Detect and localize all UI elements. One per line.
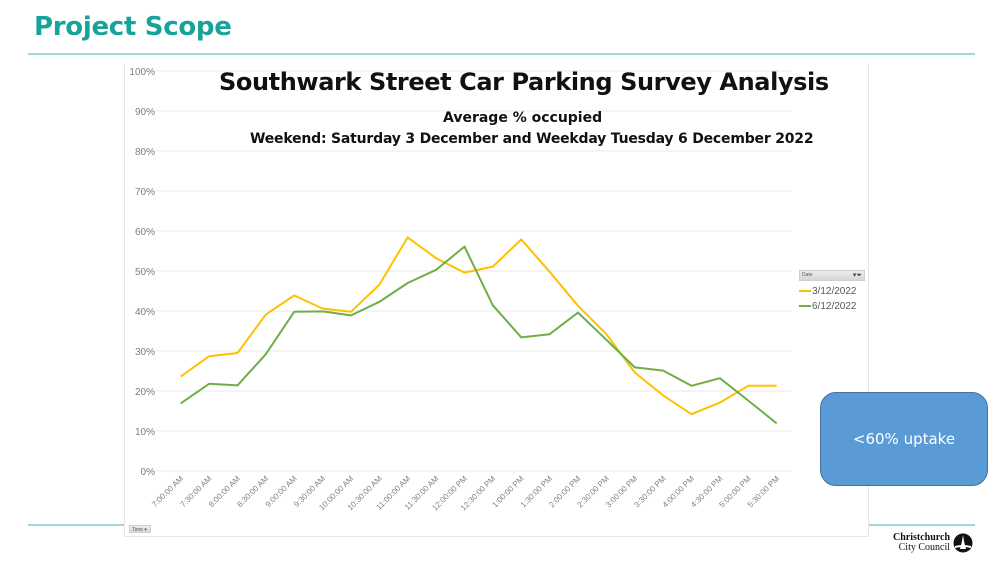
y-tick-label: 60% [135,227,155,238]
y-tick-label: 20% [135,387,155,398]
y-tick-label: 10% [135,427,155,438]
y-tick-label: 50% [135,267,155,278]
y-tick-label: 90% [135,107,155,118]
series-line-6-12-2022 [180,245,778,425]
y-tick-label: 30% [135,347,155,358]
chart-subtitle: Average % occupied [443,110,603,126]
footer-rule-left [28,524,124,526]
logo-text: Christchurch City Council [893,533,950,553]
y-tick-label: 70% [135,187,155,198]
y-tick-label: 40% [135,307,155,318]
logo-line1: Christchurch [893,532,951,543]
header-rule [28,53,975,55]
series-line-3-12-2022 [180,236,777,416]
legend-label: 6/12/2022 [812,300,857,312]
date-field-button[interactable]: Date ▾⏷ [799,270,865,281]
x-axis-ticks: 7:00:00 AM7:30:00 AM8:00:00 AM8:30:00 AM… [150,474,781,513]
gridlines [140,70,791,472]
logo-line2: City Council [898,542,951,553]
series-lines [180,236,778,425]
chevron-down-icon: ▾ [144,527,147,533]
legend-item-3-12-2022: 3/12/2022 [799,285,865,297]
chart-panel [124,63,869,537]
y-tick-label: 80% [135,147,155,158]
legend-swatch-green [799,305,811,307]
date-field-label: Date [802,272,813,278]
y-tick-label: 100% [129,67,155,78]
chart-legend: Date ▾⏷ 3/12/2022 6/12/2022 [799,270,865,312]
time-field-button[interactable]: Time ▾ [129,525,151,533]
council-logo: Christchurch City Council [893,533,973,553]
chart-title: Southwark Street Car Parking Survey Anal… [219,68,829,96]
legend-label: 3/12/2022 [812,285,857,297]
y-tick-label: 0% [141,467,156,478]
cathedral-emblem-icon [953,533,973,553]
footer-rule-right [869,524,975,526]
chart-date-range: Weekend: Saturday 3 December and Weekday… [250,131,814,147]
slide-title: Project Scope [34,12,232,42]
filter-icon[interactable]: ▾⏷ [852,272,862,279]
time-field-label: Time [132,527,143,533]
legend-swatch-yellow [799,290,811,292]
legend-item-6-12-2022: 6/12/2022 [799,300,865,312]
uptake-callout: <60% uptake [820,392,988,486]
y-axis-ticks: 0% 10% 20% 30% 40% 50% 60% 70% 80% 90% 100% [129,67,155,478]
